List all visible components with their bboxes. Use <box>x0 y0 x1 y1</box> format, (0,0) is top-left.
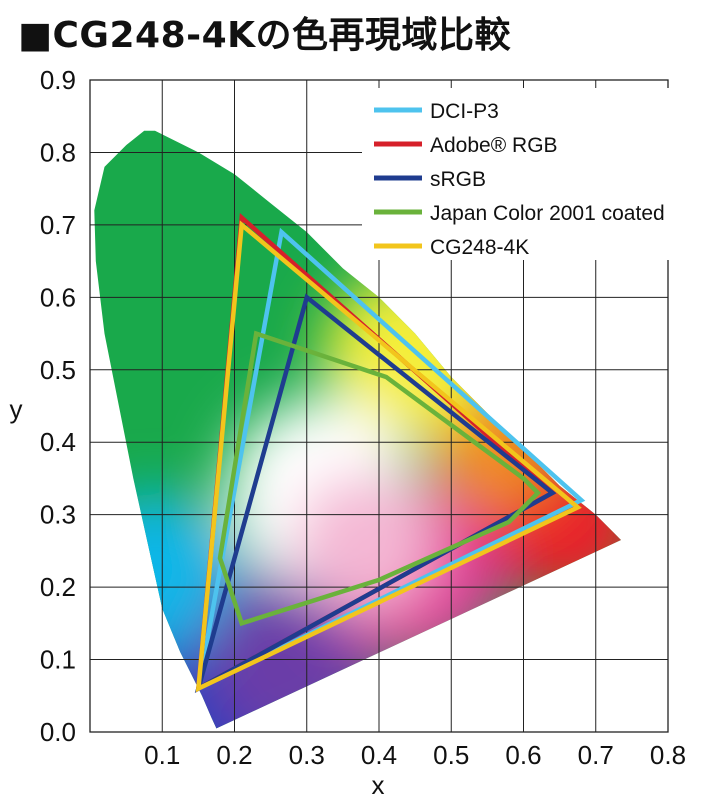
x-tick-label-4: 0.5 <box>433 740 469 770</box>
x-tick-label-6: 0.7 <box>578 740 614 770</box>
gamut-series <box>194 212 586 694</box>
gamut-japan-color-2001-coated <box>217 330 542 627</box>
y-tick-label-6: 0.6 <box>40 282 76 312</box>
gamut-cg248-4k <box>195 220 582 693</box>
x-tick-label-5: 0.6 <box>505 740 541 770</box>
legend-label-2: sRGB <box>430 168 486 191</box>
tick-labels: 0.1 0.2 0.3 0.4 0.5 0.6 0.7 0.8 0.0 0.1 0.2 0.3 0.4 0… <box>40 65 686 770</box>
legend-label-1: Adobe® RGB <box>430 134 558 157</box>
x-tick-label-1: 0.2 <box>216 740 252 770</box>
y-tick-label-7: 0.7 <box>40 210 76 240</box>
y-tick-label-8: 0.8 <box>40 137 76 167</box>
x-tick-label-3: 0.4 <box>361 740 397 770</box>
y-tick-label-0: 0.0 <box>40 717 76 747</box>
y-tick-label-5: 0.5 <box>40 355 76 385</box>
chart-title: ■CG248-4Kの色再現域比較 <box>18 15 512 56</box>
y-tick-label-1: 0.1 <box>40 645 76 675</box>
y-tick-label-4: 0.4 <box>40 427 76 457</box>
x-tick-label-2: 0.3 <box>289 740 325 770</box>
x-axis-label: x <box>372 770 385 800</box>
y-axis-label: y <box>10 394 23 424</box>
legend-background <box>362 88 716 260</box>
y-tick-label-3: 0.3 <box>40 500 76 530</box>
plot-frame <box>89 79 669 733</box>
legend: DCI-P3 Adobe® RGB sRGB Japan Color 2001 coa… <box>362 88 716 260</box>
gamut-srgb <box>194 293 557 694</box>
legend-label-3: Japan Color 2001 coated <box>430 202 665 225</box>
x-tick-label-0: 0.1 <box>144 740 180 770</box>
legend-label-0: DCI-P3 <box>430 100 499 123</box>
pink-region <box>294 473 435 614</box>
legend-label-4: CG248-4K <box>430 236 529 259</box>
gamut-dci-p3 <box>195 227 586 693</box>
y-tick-label-9: 0.9 <box>40 65 76 95</box>
y-tick-label-2: 0.2 <box>40 572 76 602</box>
x-tick-label-7: 0.8 <box>650 740 686 770</box>
